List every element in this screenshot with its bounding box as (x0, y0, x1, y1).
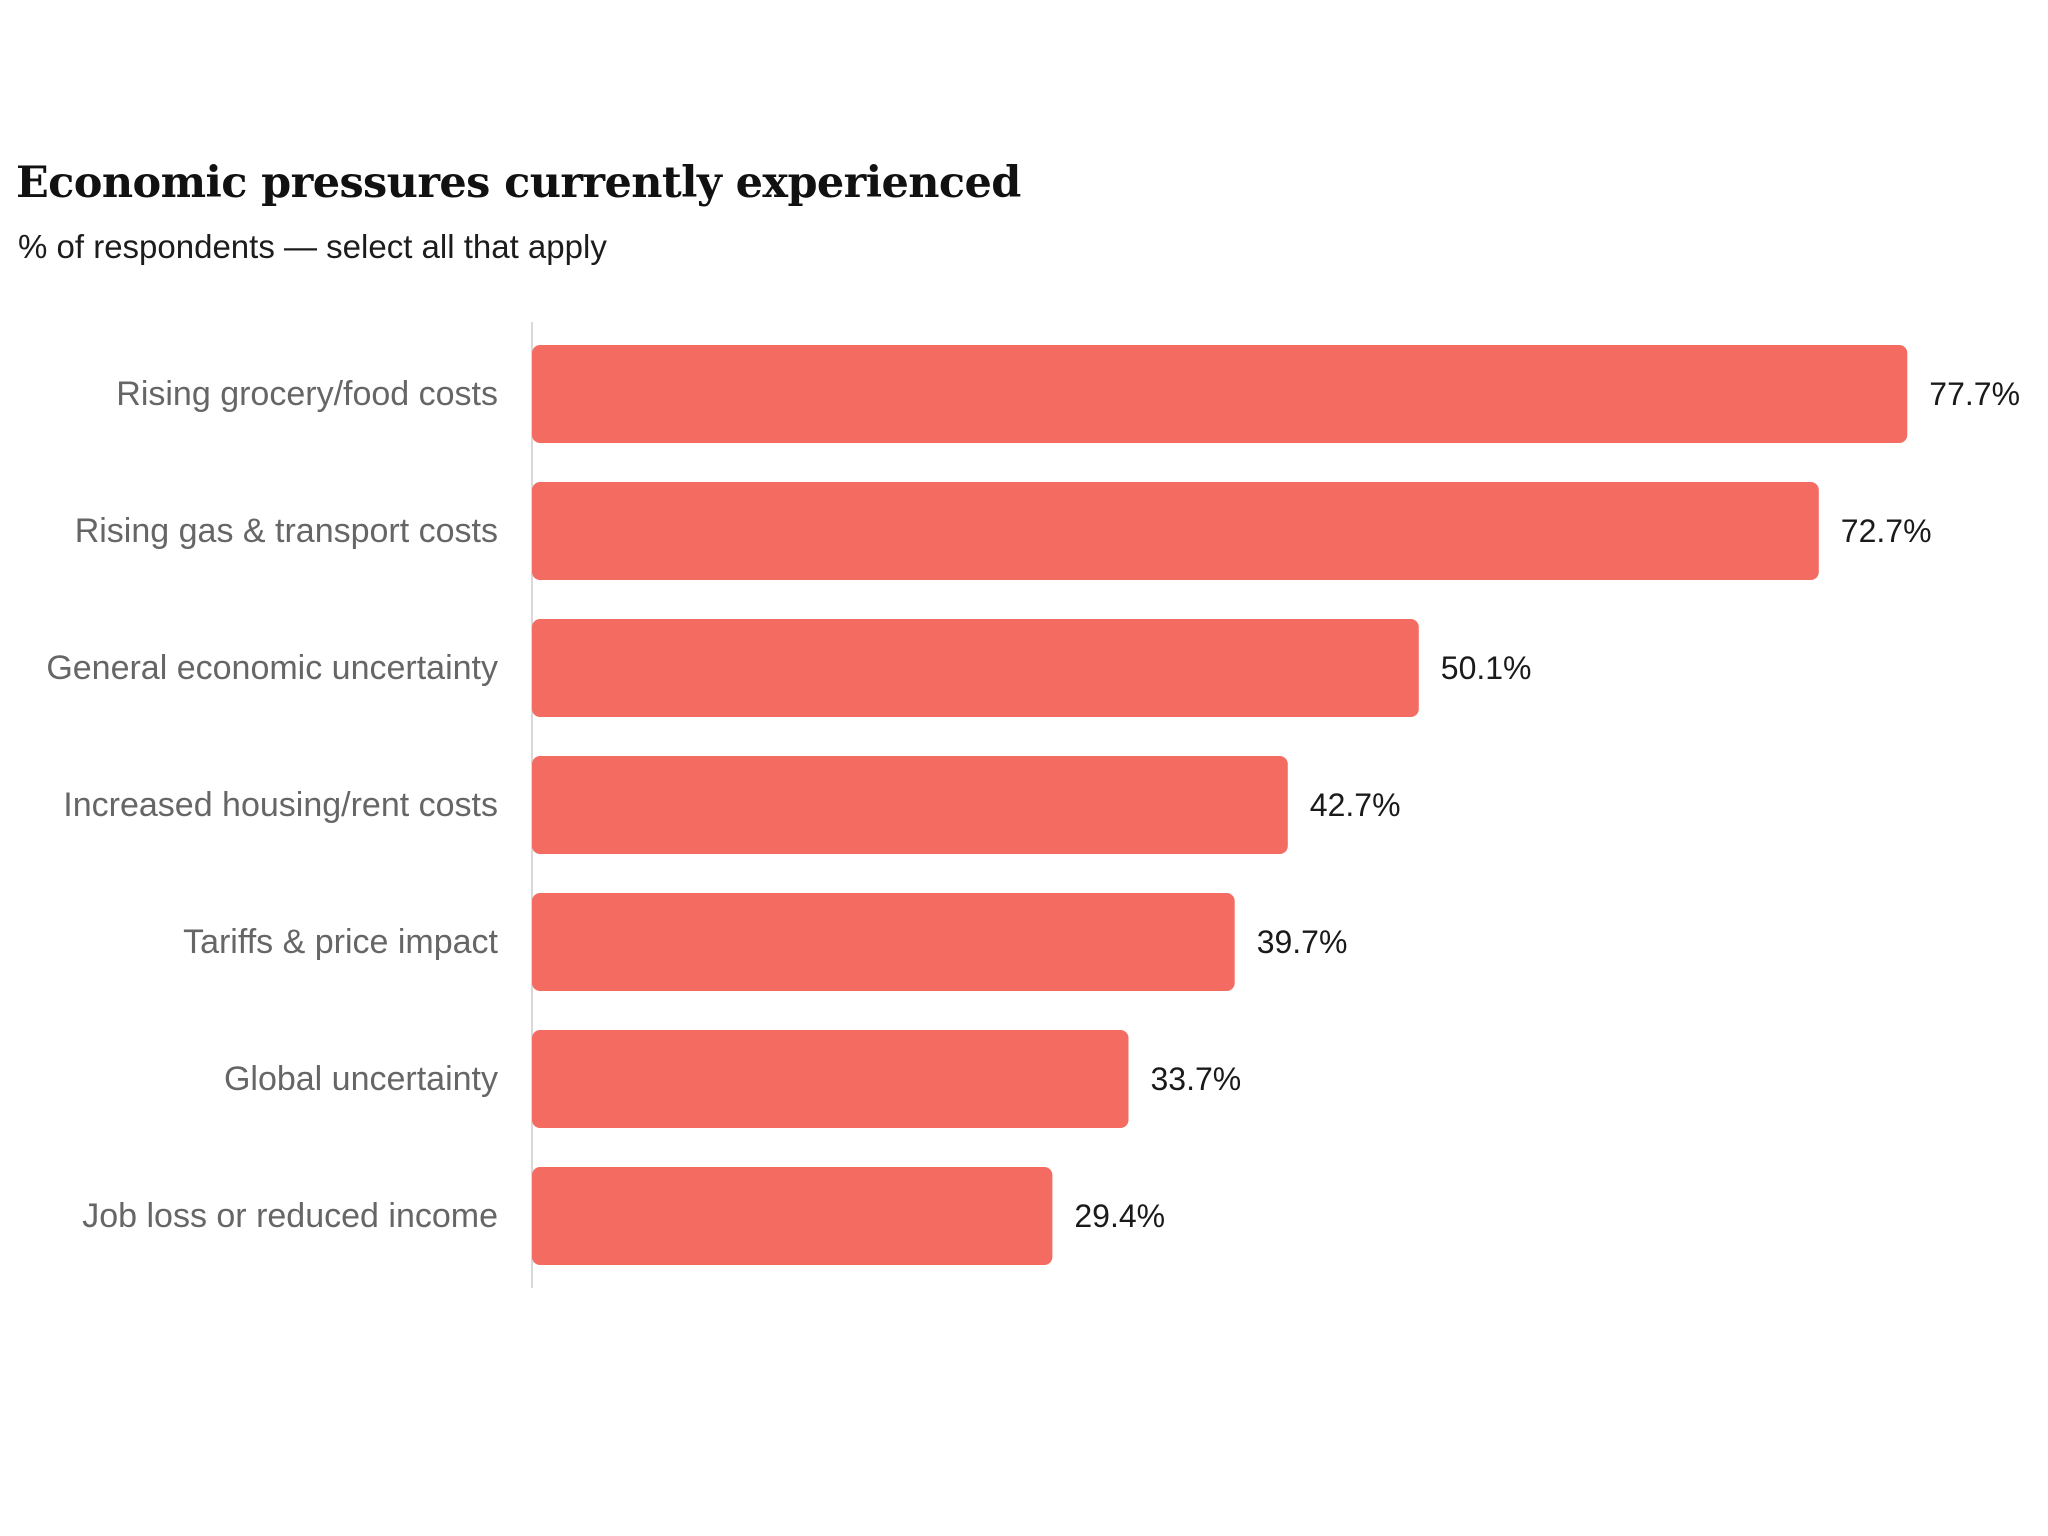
bar-row: Tariffs & price impact 39.7% (183, 893, 1347, 991)
value-label: 50.1% (1441, 650, 1532, 686)
bar (532, 756, 1288, 854)
value-label: 77.7% (1929, 376, 2020, 412)
bar (532, 893, 1235, 991)
category-label: Tariffs & price impact (183, 923, 498, 961)
bar-row: General economic uncertainty 50.1% (46, 619, 1532, 717)
bar (532, 1167, 1053, 1265)
category-label: Job loss or reduced income (82, 1197, 498, 1235)
category-label: Global uncertainty (224, 1060, 498, 1098)
bar-row: Rising grocery/food costs 77.7% (116, 345, 2020, 443)
chart-title: Economic pressures currently experienced (16, 158, 1021, 208)
bar (532, 619, 1419, 717)
bar (532, 1030, 1129, 1128)
value-label: 42.7% (1310, 787, 1401, 823)
value-label: 29.4% (1074, 1198, 1165, 1234)
value-label: 72.7% (1841, 513, 1932, 549)
bar (532, 345, 1908, 443)
bar-row: Global uncertainty 33.7% (224, 1030, 1241, 1128)
bars-group: Rising grocery/food costs 77.7% Rising gas… (46, 345, 2020, 1265)
bar-row: Rising gas & transport costs 72.7% (75, 482, 1932, 580)
bar (532, 482, 1819, 580)
category-label: Increased housing/rent costs (63, 786, 498, 824)
category-label: Rising gas & transport costs (75, 512, 498, 550)
bar-row: Increased housing/rent costs 42.7% (63, 756, 1401, 854)
value-label: 33.7% (1150, 1061, 1241, 1097)
category-label: Rising grocery/food costs (116, 375, 498, 413)
category-label: General economic uncertainty (46, 649, 498, 687)
bar-row: Job loss or reduced income 29.4% (82, 1167, 1165, 1265)
value-label: 39.7% (1257, 924, 1348, 960)
chart-subtitle: % of respondents — select all that apply (18, 228, 607, 265)
